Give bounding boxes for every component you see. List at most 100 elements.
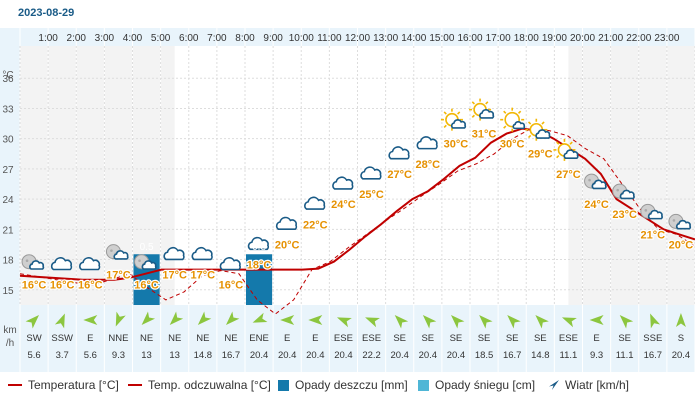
legend-wind-label: Wiatr [km/h]: [565, 378, 630, 392]
y-tick-label: 15: [2, 286, 14, 297]
temperature-label: 25°C: [359, 189, 384, 201]
cloud-shape: [416, 136, 438, 150]
sun-ray: [541, 121, 545, 125]
wind-arrow-shape: [252, 312, 268, 323]
wind-direction-label: NNE: [108, 333, 128, 344]
sun-ray: [527, 121, 532, 125]
wind-arrow-icon: [365, 317, 380, 328]
wind-arrow-icon: [561, 317, 577, 328]
temperature-line: [19, 127, 695, 281]
wind-unit-top: km: [3, 325, 16, 336]
sun-ray: [556, 154, 560, 159]
wind-direction-label: SE: [450, 333, 463, 344]
wind-direction-label: SW: [26, 333, 41, 344]
cloud-shape: [332, 176, 354, 190]
hour-label: 18:00: [514, 33, 539, 44]
wind-arrow-icon: [650, 313, 661, 329]
wind-layer: km/h SW 5.6 SSW 3.7 E 5.6 NNE 9.3 NE 13 NE 13 NE 14.8 N…: [3, 311, 690, 361]
wind-arrow-icon: [169, 311, 184, 325]
temperature-label: 16°C: [22, 280, 47, 292]
temperature-label: 30°C: [444, 139, 469, 151]
cloud-moon-icon: [640, 203, 663, 220]
labels-layer: 0.5 0.816°C 16°C 16°C17°C16°C17°C 17°C16°C18…: [21, 127, 695, 293]
wind-arrow-shape: [83, 315, 98, 325]
hour-label: 6:00: [179, 33, 199, 44]
cloud-shape: [512, 121, 526, 130]
legend: Temperatura [°C] Temp. odczuwalna [°C] O…: [0, 374, 695, 398]
hour-label: 10:00: [289, 33, 314, 44]
cloud-icon: [360, 166, 382, 180]
cloud-icon: [416, 136, 438, 150]
wind-speed-label: 20.4: [419, 350, 438, 361]
sun-ray: [503, 125, 507, 129]
cloud-shape: [113, 250, 129, 260]
cloud-moon-icon: [584, 173, 607, 190]
y-tick-label: 33: [2, 104, 14, 115]
wind-arrow-icon: [589, 315, 604, 325]
wind-arrow-icon: [115, 311, 126, 327]
cloud-icon: [275, 216, 298, 231]
cloud-shape: [535, 129, 551, 139]
wind-arrow-shape: [422, 315, 437, 329]
sun-ray: [471, 114, 475, 118]
wind-direction-label: SSE: [643, 333, 662, 344]
temperature-label: 17°C: [191, 270, 216, 282]
cloud-sun-icon: [553, 138, 579, 161]
wind-arrow-shape: [535, 315, 549, 329]
legend-apparent-swatch: [128, 384, 142, 386]
wind-arrow-icon: [535, 315, 549, 329]
cloud-shape: [450, 119, 467, 129]
grid-layer: 15 18 21 24 27 30 33 36°C 1:00 2:00 3:00 4:00 5:00 6:…: [0, 28, 695, 372]
wind-speed-label: 3.7: [56, 350, 69, 361]
wind-speed-label: 20.4: [250, 350, 269, 361]
wind-speed-label: 16.7: [644, 350, 663, 361]
wind-arrow-icon: [619, 315, 634, 329]
hour-label: 13:00: [373, 33, 398, 44]
wind-direction-label: SE: [421, 333, 434, 344]
weather-icons-layer: [21, 98, 692, 271]
wind-arrow-shape: [365, 317, 380, 328]
wind-direction-label: NE: [168, 333, 181, 344]
cloud-shape: [647, 209, 663, 220]
temperature-label: 16°C: [78, 280, 103, 292]
cloud-shape: [388, 146, 410, 160]
left-axis-panel: [0, 28, 20, 372]
cloud-shape: [591, 179, 607, 190]
sun-ray: [471, 101, 475, 105]
y-tick-label: 18: [2, 256, 14, 267]
wind-direction-label: E: [87, 333, 93, 344]
temperature-label: 27°C: [387, 169, 412, 181]
sun-ray: [457, 111, 461, 115]
cloud-shape: [619, 189, 635, 200]
temperature-label: 16°C: [50, 280, 75, 292]
wind-speed-label: 20.4: [334, 350, 353, 361]
wind-speed-label: 11.1: [560, 350, 578, 361]
sun-ray: [556, 141, 560, 145]
cloud-icon: [79, 257, 101, 271]
wind-direction-label: SE: [393, 333, 406, 344]
hour-label: 23:00: [654, 33, 679, 44]
cloud-shape: [563, 149, 579, 159]
wind-arrow-shape: [619, 315, 634, 329]
wind-arrow-shape: [54, 313, 65, 329]
cloud-shape: [141, 260, 157, 270]
temperature-label: 21°C: [641, 229, 666, 241]
legend-temperature-label: Temperatura [°C]: [28, 378, 119, 392]
temperature-label: 31°C: [472, 129, 497, 141]
cloud-sun-icon: [440, 108, 467, 131]
temperature-label: 16°C: [219, 280, 244, 292]
rain-bar: [246, 254, 273, 305]
legend-wind: Wiatr [km/h]: [548, 378, 629, 392]
wind-arrow-icon: [280, 315, 295, 325]
rain-value-label: 0.5: [140, 242, 154, 253]
cloud-icon: [332, 176, 354, 190]
wind-speed-label: 16.7: [503, 350, 522, 361]
cloud-shape: [219, 257, 241, 271]
wind-speed-label: 13: [141, 350, 152, 361]
wind-direction-label: NE: [196, 333, 209, 344]
temperature-label: 17°C: [162, 270, 187, 282]
cloud-moon-icon: [668, 213, 692, 230]
sun-ray: [503, 110, 507, 114]
wind-direction-label: S: [678, 333, 684, 344]
hour-label: 12:00: [345, 33, 370, 44]
